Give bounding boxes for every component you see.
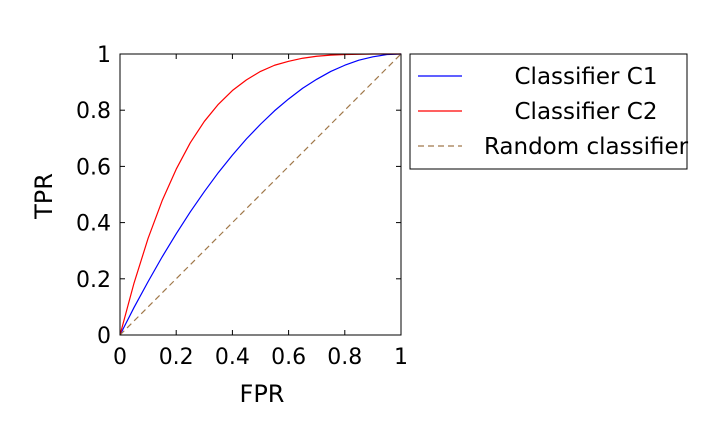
y-axis-label: TPR [30,173,58,220]
legend-label-2: Classifier C2 [515,99,658,125]
x-tick-label: 0.8 [327,345,362,370]
legend: Classifier C1 Classifier C2 Random classif… [409,53,689,170]
axis-layer: 0 0.2 0.4 0.6 0.8 1 0 0.2 0.4 0.6 0.8 1 [76,43,408,370]
x-axis-label: FPR [240,380,285,408]
y-tick-label: 0.6 [76,155,111,180]
x-tick-label: 1 [394,345,408,370]
series-line-3 [119,53,402,336]
y-tick-label: 0 [97,324,111,349]
x-tick-label: 0.6 [271,345,306,370]
legend-label-3: Random classifier [484,134,689,160]
y-tick-label: 0.4 [76,212,111,237]
y-tick-label: 0.8 [76,99,111,124]
series-layer [119,53,402,336]
x-tick-label: 0.2 [159,345,194,370]
x-tick-label: 0.4 [215,345,250,370]
x-tick-label: 0 [113,345,127,370]
y-tick-label: 0.2 [76,268,111,293]
legend-label-1: Classifier C1 [515,64,658,90]
plot-frame [119,53,402,336]
series-line-2 [119,53,401,336]
y-tick-label: 1 [97,43,111,68]
series-line-1 [119,53,402,336]
